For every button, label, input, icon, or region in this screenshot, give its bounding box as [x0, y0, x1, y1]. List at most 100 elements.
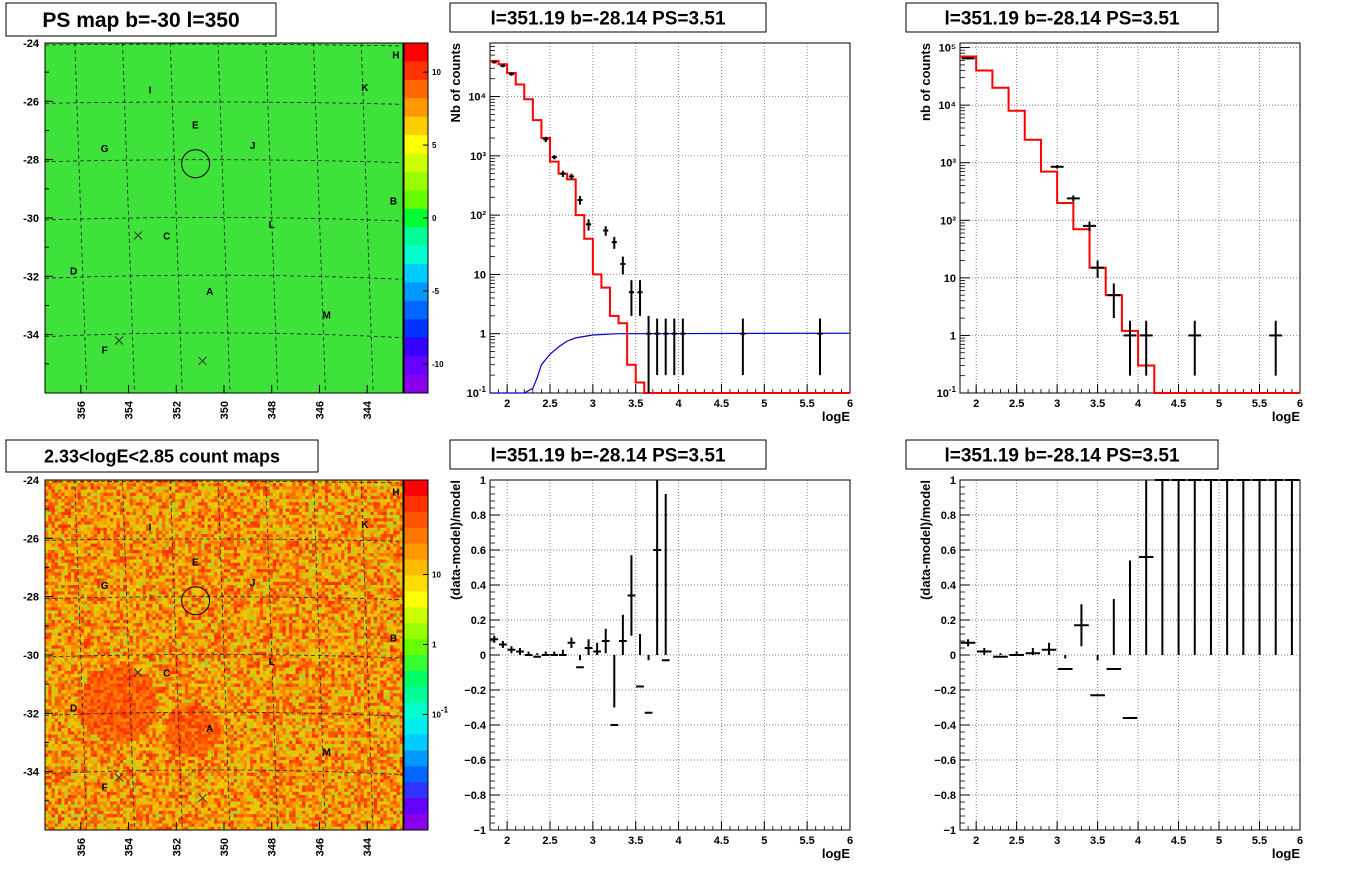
colorbar-band — [404, 135, 428, 154]
y-tick-label: 10³ — [940, 158, 956, 170]
colorbar-band — [404, 246, 428, 265]
source-marker-H: H — [392, 488, 399, 499]
x-tick-label: 4.5 — [1171, 835, 1186, 847]
y-tick-label: -32 — [23, 271, 39, 283]
plot-residual-2: 2 2.5 3 3.5 4 4.5 5 5.5 6−1−0.8−0.6−0.4−0.200.20… — [918, 475, 1303, 861]
x-tick-label: 344 — [362, 837, 374, 856]
x-tick-label: 348 — [267, 838, 279, 856]
x-tick-label: 2 — [504, 398, 510, 410]
colorbar-label: 5 — [432, 141, 437, 150]
x-tick-label: 5 — [1216, 835, 1222, 847]
colorbar-band — [404, 687, 428, 703]
colorbar-band — [404, 544, 428, 560]
y-tick-label: -34 — [23, 767, 40, 779]
colorbar-band — [404, 735, 428, 751]
source-marker-M: M — [322, 310, 330, 321]
x-tick-label: 356 — [76, 401, 88, 419]
colorbar-band — [404, 282, 428, 301]
y-tick-label: -34 — [23, 330, 40, 342]
x-tick-label: 352 — [171, 838, 183, 856]
colorbar-band — [404, 591, 428, 607]
title-spectrum-1: l=351.19 b=-28.14 PS=3.51 — [450, 3, 766, 32]
colorbar-band — [404, 782, 428, 798]
x-tick-label: 3 — [1054, 398, 1060, 410]
y-tick-label: −1 — [473, 825, 486, 837]
colorbar-label: -5 — [432, 287, 440, 296]
x-tick-label: 3 — [590, 398, 596, 410]
y-tick-label: −0.8 — [464, 790, 486, 802]
x-tick-label: 4.5 — [714, 835, 729, 847]
x-tick-label: 4 — [1135, 835, 1142, 847]
y-tick-label: 0.2 — [471, 615, 486, 627]
source-marker-B: B — [390, 634, 397, 645]
source-marker-F: F — [102, 345, 108, 356]
red-model-histogram — [490, 61, 850, 393]
source-marker-H: H — [392, 51, 399, 62]
title-residual-1-text: l=351.19 b=-28.14 PS=3.51 — [490, 445, 725, 466]
x-tick-label: 5.5 — [799, 835, 814, 847]
colorbar-band — [404, 655, 428, 671]
source-marker-I: I — [149, 86, 152, 97]
x-tick-label: 4.5 — [714, 398, 729, 410]
x-tick-label: 3.5 — [1090, 398, 1105, 410]
colorbar-band — [404, 496, 428, 512]
y-tick-label: 10 — [944, 273, 956, 285]
y-tick-label: −0.6 — [464, 755, 486, 767]
x-tick-label: 4.5 — [1171, 398, 1186, 410]
colorbar-band — [404, 98, 428, 117]
title-spectrum-1-text: l=351.19 b=-28.14 PS=3.51 — [490, 8, 725, 29]
source-marker-E: E — [192, 558, 199, 569]
y-tick-label: -32 — [23, 708, 39, 720]
title-ps-map: PS map b=-30 l=350 — [6, 3, 276, 36]
y-tick-label: 0.6 — [471, 545, 486, 557]
source-marker-J: J — [250, 141, 256, 152]
source-marker-F: F — [102, 782, 108, 793]
source-marker-L: L — [269, 220, 275, 231]
colorbar-band — [404, 172, 428, 191]
source-marker-E: E — [192, 121, 199, 132]
colorbar-band — [404, 703, 428, 719]
y-tick-label: 1 — [950, 475, 956, 487]
y-axis-label: (data-model)/model — [918, 480, 933, 600]
x-tick-label: 2 — [973, 835, 979, 847]
source-marker-A: A — [206, 287, 213, 298]
colorbar-band — [404, 61, 428, 80]
x-axis-label: logE — [822, 409, 850, 424]
y-tick-label: 0 — [480, 650, 486, 662]
source-marker-J: J — [250, 578, 256, 589]
source-marker-D: D — [70, 267, 77, 278]
x-tick-label: 5 — [761, 835, 767, 847]
y-tick-label: -26 — [23, 533, 39, 545]
x-tick-label: 5.5 — [1252, 398, 1267, 410]
x-tick-label: 5.5 — [1252, 835, 1267, 847]
y-tick-label: 1 — [480, 475, 486, 487]
y-axis-label: Nb of counts — [448, 43, 463, 122]
title-spectrum-2: l=351.19 b=-28.14 PS=3.51 — [906, 3, 1218, 32]
x-tick-label: 2.5 — [542, 835, 557, 847]
colorbar-band — [404, 719, 428, 735]
x-tick-label: 2.5 — [1009, 835, 1024, 847]
source-marker-K: K — [361, 83, 369, 94]
x-tick-label: 344 — [362, 400, 374, 419]
grid — [490, 43, 850, 393]
y-tick-label: -28 — [23, 155, 39, 167]
y-axis-label: (data-model)/model — [448, 480, 463, 600]
colorbar-band — [404, 480, 428, 496]
colorbar-label: 10-1 — [432, 706, 449, 720]
y-tick-label: -24 — [23, 475, 40, 487]
y-tick-label: 0.4 — [471, 580, 487, 592]
source-marker-G: G — [101, 144, 109, 155]
y-tick-label: 10-1 — [467, 385, 487, 400]
colorbar-band — [404, 623, 428, 639]
y-tick-label: 10 — [474, 269, 486, 281]
x-tick-label: 348 — [267, 401, 279, 419]
x-tick-label: 3.5 — [1090, 835, 1105, 847]
colorbar-band — [404, 528, 428, 544]
x-tick-label: 2 — [504, 835, 510, 847]
colorbar-label: 1 — [432, 641, 437, 650]
colorbar-band — [404, 338, 428, 357]
y-tick-label: 0 — [950, 650, 956, 662]
